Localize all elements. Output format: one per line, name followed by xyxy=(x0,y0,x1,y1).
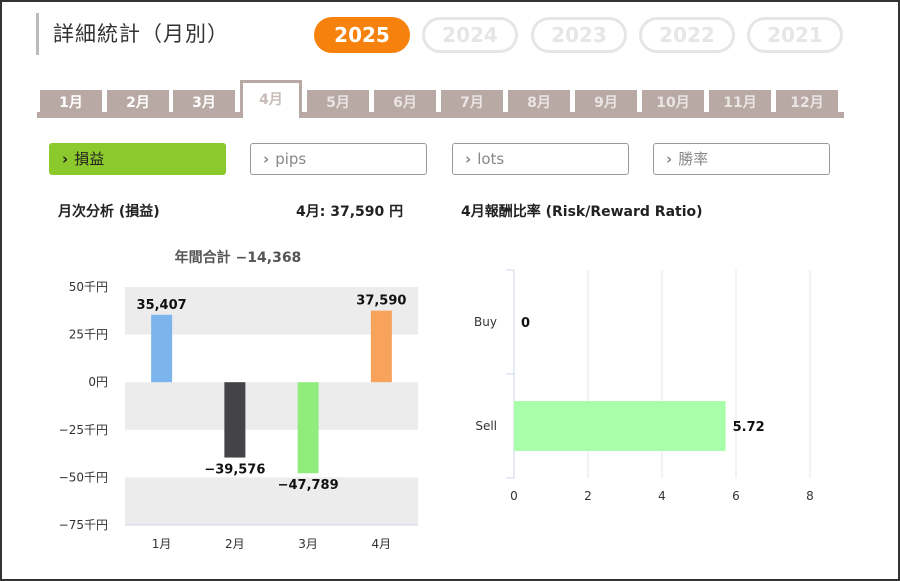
filter-button-pips[interactable]: › pips xyxy=(250,143,427,175)
chevron-right-icon: › xyxy=(62,150,69,168)
chevron-right-icon: › xyxy=(465,150,472,168)
x-tick-label: 6 xyxy=(732,489,740,503)
bar-data-label: −47,789 xyxy=(278,478,339,493)
x-tick-label: 2 xyxy=(584,489,592,503)
filter-label: pips xyxy=(275,150,307,168)
y-tick-label: 50千円 xyxy=(69,280,108,294)
x-tick-label: 4月 xyxy=(372,537,392,551)
plot-band xyxy=(125,477,418,525)
x-tick-label: 3月 xyxy=(298,537,318,551)
year-button-4[interactable]: 2021 xyxy=(747,17,843,53)
tab-month-2[interactable]: 2月 xyxy=(107,90,169,116)
year-button-3[interactable]: 2022 xyxy=(639,17,735,53)
tab-month-10[interactable]: 10月 xyxy=(642,90,704,116)
tab-month-8[interactable]: 8月 xyxy=(508,90,570,116)
tab-month-7[interactable]: 7月 xyxy=(441,90,503,116)
hbar-data-label: 0 xyxy=(521,316,530,331)
y-tick-label: −50千円 xyxy=(59,470,108,484)
category-label: Buy xyxy=(474,315,497,329)
month-total: 4月: 37,590 円 xyxy=(296,204,404,220)
filter-button-winrate[interactable]: › 勝率 xyxy=(653,143,830,175)
hbar-Sell xyxy=(514,401,726,451)
year-button-1[interactable]: 2024 xyxy=(422,17,518,53)
month-tabs: 1月 2月 3月 4月 5月 6月 7月 8月 9月 10月 11月 12月 xyxy=(37,80,844,120)
bar-data-label: 35,407 xyxy=(137,298,187,313)
y-tick-label: 25千円 xyxy=(69,328,108,342)
tab-month-6[interactable]: 6月 xyxy=(374,90,436,116)
plot-band xyxy=(125,287,418,335)
bar-data-label: −39,576 xyxy=(204,463,265,478)
tab-month-1[interactable]: 1月 xyxy=(40,90,102,116)
x-tick-label: 4 xyxy=(658,489,666,503)
x-tick-label: 2月 xyxy=(225,537,245,551)
plot-band xyxy=(125,382,418,430)
bar-2月 xyxy=(224,382,246,458)
bar-data-label: 37,590 xyxy=(356,294,406,309)
filter-label: 勝率 xyxy=(678,150,709,168)
x-tick-label: 0 xyxy=(510,489,518,503)
ratio-title: 4月報酬比率 (Risk/Reward Ratio) xyxy=(461,204,703,220)
filter-button-pnl[interactable]: › 損益 xyxy=(49,143,226,175)
tab-month-5[interactable]: 5月 xyxy=(307,90,369,116)
tab-month-3[interactable]: 3月 xyxy=(173,90,235,116)
x-tick-label: 8 xyxy=(806,489,814,503)
filter-label: lots xyxy=(477,150,505,168)
monthly-chart-title: 年間合計 −14,368 xyxy=(175,249,302,266)
tab-month-4[interactable]: 4月 xyxy=(240,80,302,118)
bar-1月 xyxy=(151,314,173,383)
filter-label: 損益 xyxy=(74,150,105,168)
category-label: Sell xyxy=(475,419,497,433)
y-tick-label: −25千円 xyxy=(59,423,108,437)
y-tick-label: 0円 xyxy=(88,375,108,389)
tab-month-12[interactable]: 12月 xyxy=(776,90,838,116)
monthly-analysis-title: 月次分析 (損益) xyxy=(58,204,160,220)
y-tick-label: −75千円 xyxy=(59,518,108,532)
tab-month-9[interactable]: 9月 xyxy=(575,90,637,116)
page-title-text: 詳細統計（月別） xyxy=(53,22,229,46)
bar-3月 xyxy=(297,382,319,474)
hbar-data-label: 5.72 xyxy=(733,420,765,435)
chevron-right-icon: › xyxy=(263,150,270,168)
page-title: 詳細統計（月別） xyxy=(36,13,229,55)
year-button-0[interactable]: 2025 xyxy=(314,17,410,53)
tab-month-11[interactable]: 11月 xyxy=(709,90,771,116)
x-tick-label: 1月 xyxy=(152,537,172,551)
month-tabs-baseline xyxy=(37,112,844,118)
year-button-2[interactable]: 2023 xyxy=(531,17,627,53)
filter-button-lots[interactable]: › lots xyxy=(452,143,629,175)
bar-4月 xyxy=(370,310,392,383)
chevron-right-icon: › xyxy=(666,150,673,168)
